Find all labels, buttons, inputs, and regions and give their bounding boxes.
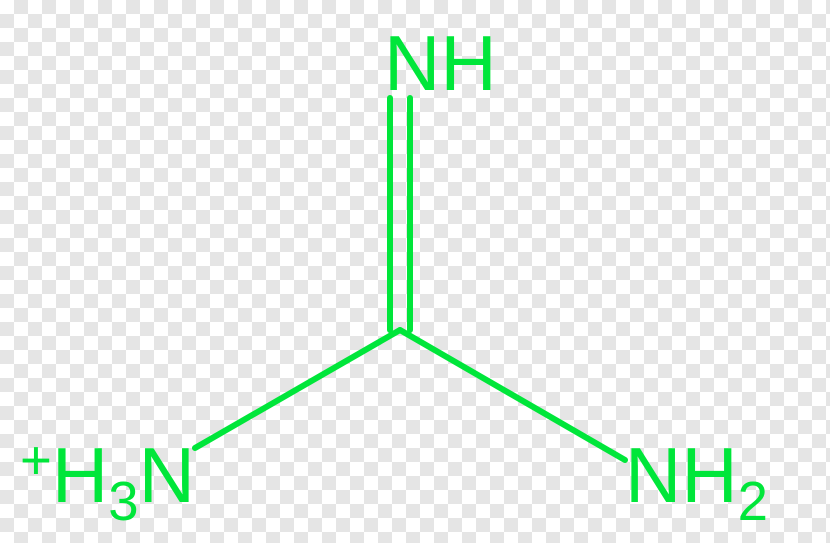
bond-single-line — [195, 330, 400, 448]
atom-text-n-left: N — [139, 431, 195, 519]
atom-text-h: H — [52, 431, 108, 519]
charge-plus: + — [20, 430, 52, 491]
atom-label-nh2: NH2 — [625, 430, 768, 521]
atom-label-nh: NH — [384, 18, 497, 109]
atom-sub-3: 3 — [108, 471, 138, 532]
atom-label-h3n-plus: +H3N — [20, 430, 195, 521]
atom-text-nh-right: NH — [625, 431, 738, 519]
atom-sub-2: 2 — [738, 471, 768, 532]
atom-text-nh: NH — [384, 19, 497, 107]
bond-single-line — [400, 330, 625, 460]
